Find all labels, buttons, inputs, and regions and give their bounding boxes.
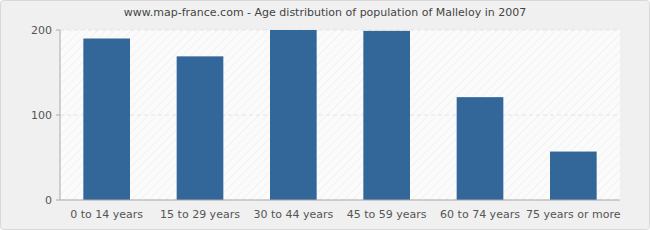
background [1,1,650,230]
bar [270,30,317,200]
title: www.map-france.com - Age distribution of… [124,6,526,19]
chart-container: www.map-france.com - Age distribution of… [0,0,650,230]
x-tick-label: 15 to 29 years [160,208,240,221]
bars [83,30,596,200]
plot-area [60,30,620,200]
bar [457,97,504,200]
x-tick-label: 0 to 14 years [70,208,143,221]
x-tick-label: 60 to 74 years [440,208,520,221]
y-tick-label: 0 [45,194,52,207]
bar [363,31,410,200]
x-tick-label: 30 to 44 years [253,208,333,221]
x-tick-label: 75 years or more [526,208,621,221]
bar [83,39,130,201]
bar [550,152,597,200]
grid-line [60,115,620,116]
y-tick-label: 100 [31,109,52,122]
tick-mark [56,200,60,201]
y-axis [60,30,61,200]
tick-mark [56,30,60,31]
chart-svg: www.map-france.com - Age distribution of… [0,0,650,230]
grid-line [60,30,620,31]
y-tick-label: 200 [31,24,52,37]
grid-line [60,200,620,201]
x-tick-label: 45 to 59 years [347,208,427,221]
x-axis [60,200,620,201]
bar [177,56,224,200]
tick-mark [56,115,60,116]
